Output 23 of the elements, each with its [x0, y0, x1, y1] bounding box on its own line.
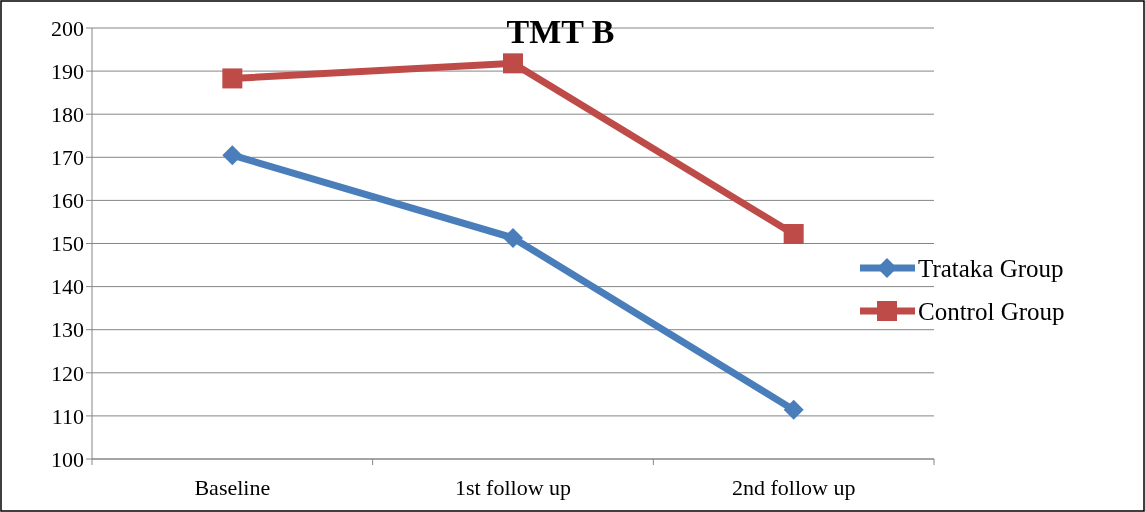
- y-tick-label: 100: [51, 446, 84, 472]
- legend-label: Trataka Group: [918, 254, 1064, 282]
- point: [503, 53, 523, 74]
- y-tick-label: 200: [51, 15, 84, 41]
- legend-label: Control Group: [918, 297, 1065, 325]
- point: [783, 399, 804, 420]
- y-tick-label: 150: [51, 231, 84, 257]
- x-tick-label: 2nd follow up: [731, 475, 856, 500]
- x-tick-label: Baseline: [194, 475, 271, 500]
- point: [222, 68, 243, 89]
- y-tick-label: 190: [51, 58, 84, 84]
- y-tick-label: 140: [51, 274, 84, 300]
- y-tick-label: 180: [51, 101, 84, 127]
- point: [503, 227, 523, 248]
- y-tick-label: 130: [51, 317, 84, 343]
- y-tick-label: 160: [51, 188, 84, 214]
- y-tick-label: 170: [51, 145, 84, 170]
- y-tick-label: 110: [51, 403, 84, 429]
- point: [783, 224, 804, 245]
- y-tick-label: 120: [51, 360, 84, 386]
- chart-title: TMT B: [506, 13, 615, 50]
- x-tick-label: 1st follow up: [454, 475, 572, 500]
- point: [222, 145, 243, 166]
